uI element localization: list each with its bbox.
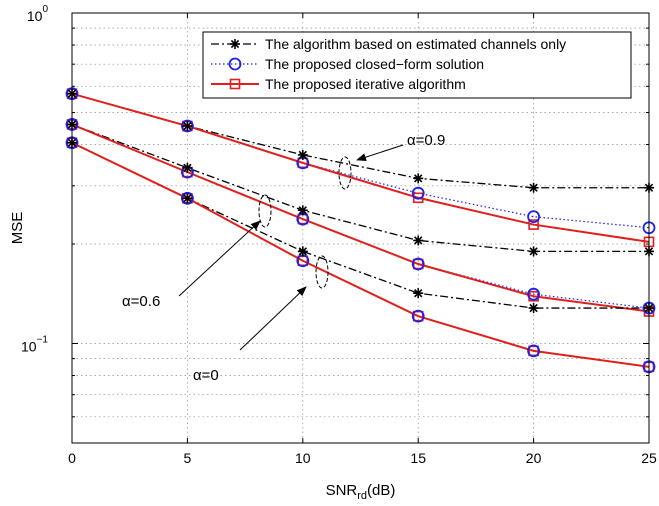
y-axis-label: MSE bbox=[9, 212, 26, 245]
annotation-label-2: α=0 bbox=[193, 367, 219, 384]
series-line-g0-square bbox=[71, 92, 650, 243]
data-point-g0-circle-4 bbox=[527, 210, 540, 224]
x-tick-label-4: 20 bbox=[526, 450, 542, 466]
annotation-arrow-0 bbox=[356, 144, 404, 162]
series-line-g2-asterisk bbox=[71, 142, 649, 309]
legend: The algorithm based on estimated channel… bbox=[202, 31, 632, 99]
legend-label-2: The proposed iterative algorithm bbox=[265, 76, 466, 92]
data-point-g0-asterisk-2 bbox=[297, 149, 308, 160]
data-point-g0-asterisk-1 bbox=[182, 121, 193, 132]
legend-label-1: The proposed closed−form solution bbox=[265, 56, 484, 72]
legend-label-0: The algorithm based on estimated channel… bbox=[265, 36, 566, 52]
annotation-ellipse-2 bbox=[315, 255, 329, 289]
annotation-label-0: α=0.9 bbox=[407, 132, 445, 149]
series-line-g1-asterisk bbox=[71, 123, 649, 253]
data-point-g2-asterisk-4 bbox=[528, 303, 539, 314]
data-point-g1-circle-4 bbox=[527, 287, 540, 301]
annotation-label-1: α=0.6 bbox=[122, 293, 160, 310]
data-point-g0-asterisk-3 bbox=[413, 173, 424, 184]
x-axis-label: SNRrd(dB) bbox=[326, 482, 396, 502]
data-point-g1-circle-3 bbox=[411, 257, 425, 271]
data-point-g1-asterisk-1 bbox=[182, 162, 193, 173]
legend-marker-2 bbox=[229, 78, 241, 90]
series-line-g1-circle bbox=[71, 123, 650, 309]
data-point-g2-asterisk-3 bbox=[413, 288, 424, 299]
legend-marker-0 bbox=[230, 39, 240, 49]
data-point-g1-asterisk-2 bbox=[297, 205, 308, 216]
data-point-g2-square-4 bbox=[528, 345, 539, 357]
y-tick-exponent-0: 0 bbox=[42, 4, 48, 15]
x-label-main: SNR bbox=[326, 482, 358, 499]
annotation-ellipse-0 bbox=[338, 156, 352, 190]
data-point-g0-circle-1 bbox=[180, 119, 194, 133]
annotation-arrow-2 bbox=[239, 286, 307, 351]
data-point-g2-square-3 bbox=[412, 310, 424, 322]
data-point-g2-circle-4 bbox=[527, 344, 540, 358]
data-point-g0-asterisk-4 bbox=[528, 182, 539, 193]
data-point-g2-asterisk-2 bbox=[297, 246, 308, 257]
annotation-arrow-1 bbox=[178, 220, 261, 297]
series-layer bbox=[71, 92, 650, 368]
legend-marker-1 bbox=[228, 57, 242, 71]
series-line-g1-square bbox=[71, 123, 650, 313]
data-point-g1-asterisk-4 bbox=[528, 246, 539, 257]
y-tick-exponent-1: −1 bbox=[37, 335, 49, 346]
x-tick-label-1: 5 bbox=[184, 450, 192, 466]
series-line-g2-circle bbox=[71, 142, 650, 368]
data-point-g2-circle-3 bbox=[411, 309, 425, 323]
x-tick-label-5: 25 bbox=[641, 450, 657, 466]
series-line-g0-circle bbox=[71, 93, 650, 229]
annotation-layer: α=0.9 α=0.6 α=0 bbox=[122, 132, 445, 384]
x-label-suffix: (dB) bbox=[367, 482, 395, 499]
data-point-g0-circle-3 bbox=[411, 186, 425, 200]
data-point-g1-square-3 bbox=[412, 258, 424, 270]
data-point-g1-asterisk-3 bbox=[413, 235, 424, 246]
annotation-ellipse-1 bbox=[258, 194, 272, 228]
plot-area-frame bbox=[71, 12, 650, 444]
series-line-g0-asterisk bbox=[71, 93, 649, 189]
data-point-g0-square-4 bbox=[528, 219, 539, 230]
data-point-g2-asterisk-1 bbox=[182, 193, 193, 204]
legend-box bbox=[202, 31, 632, 99]
data-point-g0-square-3 bbox=[412, 192, 424, 204]
x-tick-label-2: 10 bbox=[295, 450, 311, 466]
x-tick-label-0: 0 bbox=[68, 450, 76, 466]
series-line-g2-square bbox=[71, 141, 650, 368]
data-point-g2-circle-1 bbox=[180, 191, 194, 205]
y-tick-label-0: 100 bbox=[27, 4, 49, 24]
x-tick-label-3: 15 bbox=[410, 450, 426, 466]
y-tick-label-1: 10−1 bbox=[21, 335, 48, 355]
x-label-subscript: rd bbox=[357, 490, 367, 502]
